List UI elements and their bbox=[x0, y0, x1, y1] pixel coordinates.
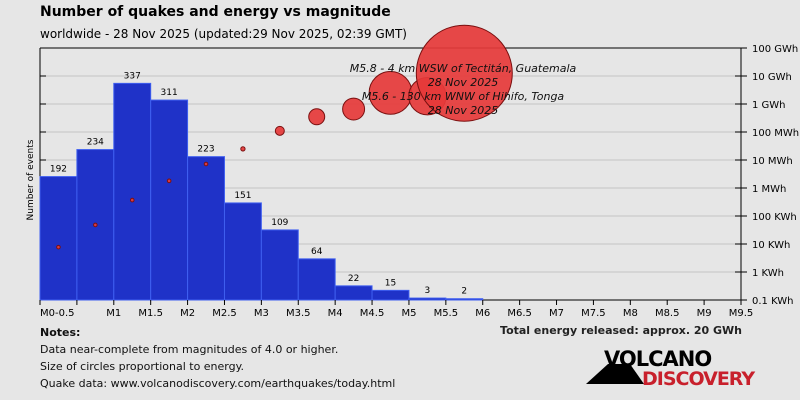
histogram-bar bbox=[260, 229, 299, 301]
x-tick-label: M7 bbox=[549, 308, 564, 319]
histogram-bar bbox=[334, 285, 373, 301]
quake-annotation: 28 Nov 2025 bbox=[428, 76, 498, 89]
volcanodiscovery-logo[interactable]: VOLCANO DISCOVERY bbox=[586, 348, 756, 388]
histogram-bar bbox=[150, 99, 189, 301]
x-tick-label: M4.5 bbox=[360, 308, 385, 319]
energy-tick-label: 100 KWh bbox=[752, 212, 797, 223]
quake-annotation: 28 Nov 2025 bbox=[428, 104, 498, 117]
bar-value-label: 109 bbox=[271, 218, 288, 228]
x-tick-label: M7.5 bbox=[581, 308, 606, 319]
energy-bubble bbox=[308, 108, 326, 126]
x-tick-label: M3 bbox=[254, 308, 269, 319]
energy-bubble bbox=[203, 161, 209, 167]
bar-value-label: 22 bbox=[348, 274, 359, 284]
note-line: Size of circles proportional to energy. bbox=[40, 360, 245, 373]
energy-tick-label: 10 MWh bbox=[752, 156, 793, 167]
x-tick-label: M0-0.5 bbox=[40, 308, 75, 319]
x-tick-label: M8.5 bbox=[655, 308, 680, 319]
energy-bubble bbox=[342, 97, 366, 121]
energy-tick-label: 10 GWh bbox=[752, 72, 792, 83]
x-tick-label: M6 bbox=[475, 308, 490, 319]
energy-bubble bbox=[129, 197, 135, 203]
bar-value-label: 64 bbox=[311, 247, 323, 257]
chart-subtitle: worldwide - 28 Nov 2025 (updated:29 Nov … bbox=[40, 27, 407, 41]
count-axis-label: Number of events bbox=[26, 139, 36, 220]
x-tick-label: M6.5 bbox=[507, 308, 532, 319]
histogram-bar bbox=[371, 289, 410, 301]
quake-annotation: M5.6 - 130 km WNW of Hihifo, Tonga bbox=[362, 90, 565, 103]
x-tick-label: M2.5 bbox=[212, 308, 237, 319]
energy-bubble bbox=[274, 125, 285, 136]
energy-bubble bbox=[415, 24, 513, 122]
x-tick-label: M3.5 bbox=[286, 308, 311, 319]
energy-bubble bbox=[56, 244, 61, 250]
x-tick-label: M4 bbox=[328, 308, 343, 319]
notes-heading: Notes: bbox=[40, 326, 81, 339]
energy-bubble bbox=[93, 222, 98, 228]
histogram-bar bbox=[113, 82, 152, 301]
bar-value-label: 151 bbox=[234, 191, 251, 201]
x-tick-label: M5.5 bbox=[434, 308, 459, 319]
histogram-bar bbox=[223, 202, 262, 301]
energy-tick-label: 1 MWh bbox=[752, 184, 786, 195]
x-tick-label: M9 bbox=[697, 308, 712, 319]
notes: Notes: Data near-complete from magnitude… bbox=[40, 324, 395, 392]
note-line: Quake data: www.volcanodiscovery.com/ear… bbox=[40, 377, 396, 390]
energy-tick-label: 0.1 KWh bbox=[752, 296, 794, 307]
note-line: Data near-complete from magnitudes of 4.… bbox=[40, 343, 339, 356]
x-tick-label: M2 bbox=[180, 308, 195, 319]
logo-line1: VOLCANO bbox=[604, 348, 711, 371]
volcano-icon bbox=[586, 364, 644, 384]
histogram-bar bbox=[408, 297, 447, 301]
energy-bubble bbox=[166, 178, 172, 184]
energy-tick-label: 1 GWh bbox=[752, 100, 786, 111]
histogram-bar bbox=[297, 258, 336, 301]
logo-line2: DISCOVERY bbox=[642, 368, 755, 388]
energy-tick-label: 1 KWh bbox=[752, 268, 784, 279]
chart-title: Number of quakes and energy vs magnitude bbox=[40, 4, 391, 20]
bar-value-label: 192 bbox=[50, 165, 67, 175]
energy-tick-label: 100 MWh bbox=[752, 128, 799, 139]
x-tick-label: M8 bbox=[623, 308, 638, 319]
bar-value-label: 2 bbox=[461, 287, 467, 297]
total-energy: Total energy released: approx. 20 GWh bbox=[500, 324, 742, 337]
histogram-bar bbox=[187, 156, 225, 301]
bar-value-label: 15 bbox=[385, 278, 396, 288]
x-tick-label: M1 bbox=[106, 308, 121, 319]
energy-tick-label: 10 KWh bbox=[752, 240, 790, 251]
bar-value-label: 234 bbox=[87, 138, 104, 148]
histogram-bar bbox=[39, 176, 78, 301]
x-tick-label: M9.5 bbox=[729, 308, 754, 319]
x-tick-label: M1.5 bbox=[138, 308, 163, 319]
bar-value-label: 337 bbox=[124, 71, 141, 81]
bar-value-label: 223 bbox=[197, 145, 214, 155]
bar-value-label: 311 bbox=[161, 88, 178, 98]
histogram-bar bbox=[445, 298, 484, 301]
x-tick-label: M5 bbox=[401, 308, 416, 319]
energy-tick-label: 100 GWh bbox=[752, 44, 798, 55]
quake-annotation: M5.8 - 4 km WSW of Tectitán, Guatemala bbox=[350, 62, 577, 75]
energy-bubble bbox=[240, 146, 246, 152]
bar-value-label: 3 bbox=[425, 286, 431, 296]
